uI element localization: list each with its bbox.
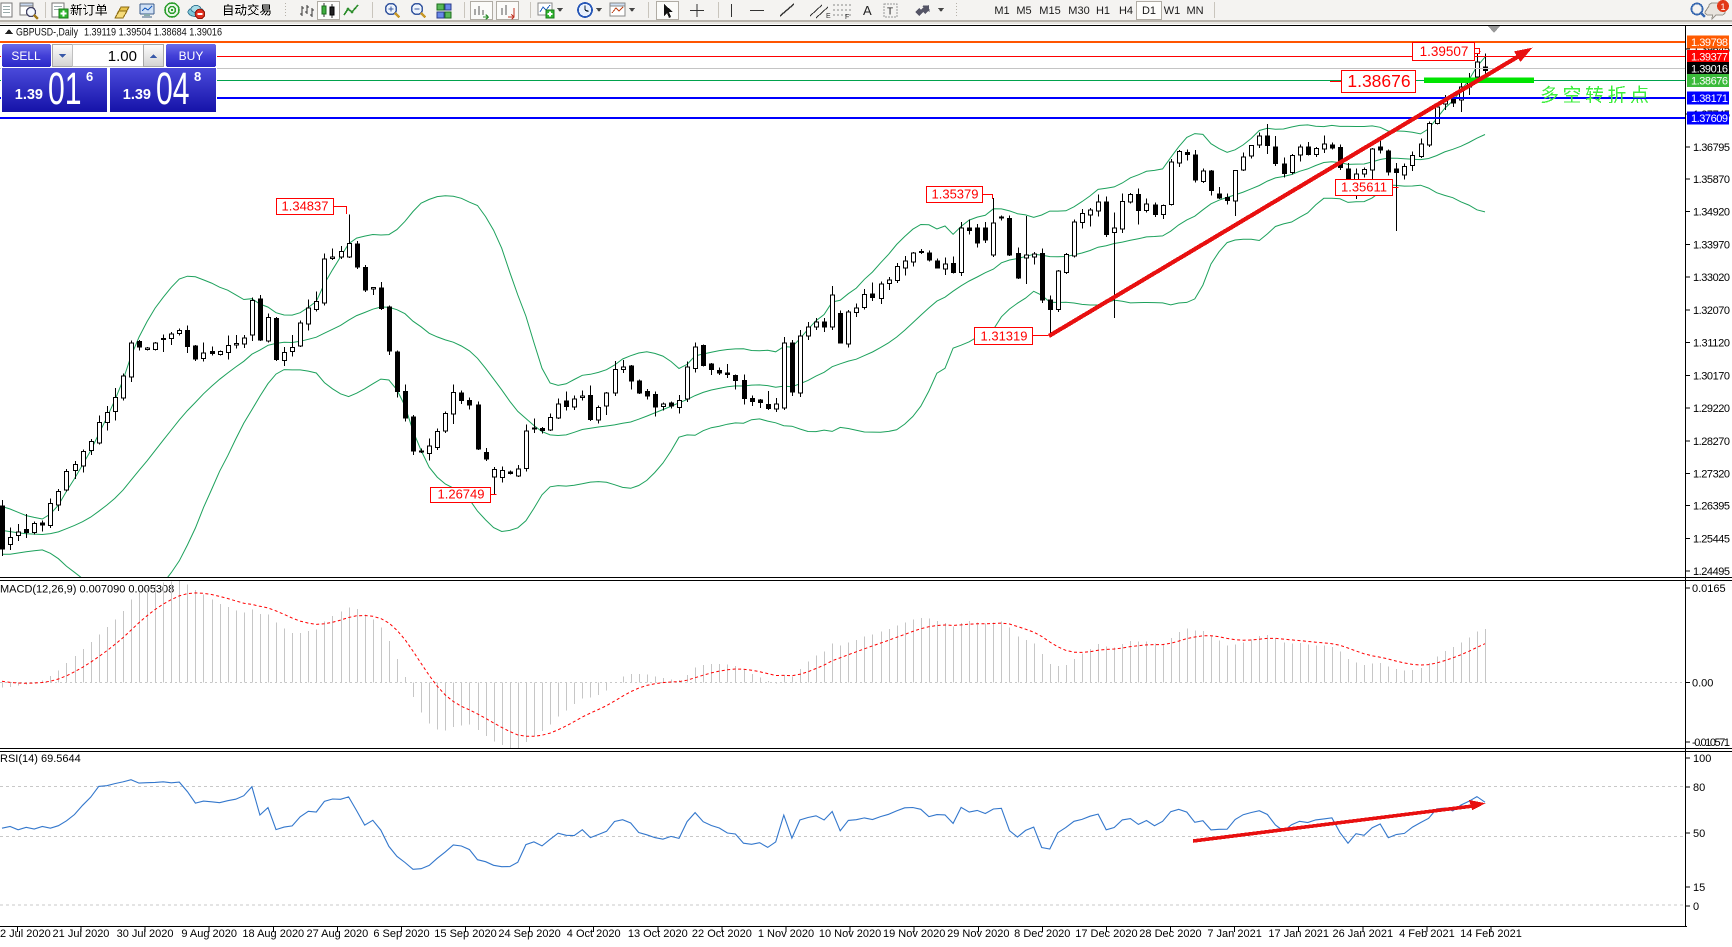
- svg-text:27 Aug 2020: 27 Aug 2020: [307, 928, 369, 940]
- svg-text:1.24495: 1.24495: [1693, 566, 1730, 578]
- svg-text:19 Nov 2020: 19 Nov 2020: [883, 928, 945, 940]
- svg-text:1.39: 1.39: [15, 87, 43, 103]
- svg-text:17 Dec 2020: 17 Dec 2020: [1075, 928, 1137, 940]
- svg-text:H4: H4: [1119, 5, 1133, 17]
- svg-text:1.25445: 1.25445: [1693, 533, 1730, 545]
- svg-text:21 Jul 2020: 21 Jul 2020: [53, 928, 110, 940]
- svg-text:1.36795: 1.36795: [1693, 142, 1730, 154]
- svg-text:1.39: 1.39: [123, 87, 151, 103]
- svg-text:A: A: [863, 3, 872, 18]
- svg-text:1.39798: 1.39798: [1691, 37, 1728, 49]
- svg-text:1.38676: 1.38676: [1691, 76, 1728, 88]
- svg-text:BUY: BUY: [179, 49, 204, 63]
- svg-text:04: 04: [156, 64, 190, 115]
- svg-text:1.35870: 1.35870: [1693, 174, 1730, 186]
- svg-text:1.26395: 1.26395: [1693, 501, 1730, 513]
- svg-text:17 Jan 2021: 17 Jan 2021: [1268, 928, 1329, 940]
- svg-text:1.31319: 1.31319: [981, 328, 1028, 343]
- svg-text:4 Feb 2021: 4 Feb 2021: [1399, 928, 1455, 940]
- svg-text:MACD(12,26,9) 0.007090 0.00530: MACD(12,26,9) 0.007090 0.005308: [0, 584, 174, 596]
- svg-text:M1: M1: [994, 5, 1009, 17]
- svg-text:W1: W1: [1164, 5, 1181, 17]
- svg-text:1.39507: 1.39507: [1420, 44, 1469, 59]
- svg-text:D1: D1: [1142, 5, 1156, 17]
- svg-text:50: 50: [1693, 828, 1705, 840]
- svg-text:1: 1: [1720, 2, 1725, 12]
- svg-text:13 Oct 2020: 13 Oct 2020: [628, 928, 688, 940]
- svg-text:15: 15: [1693, 882, 1705, 894]
- svg-text:M5: M5: [1016, 5, 1031, 17]
- svg-text:1.26749: 1.26749: [438, 486, 485, 501]
- svg-text:26 Jan 2021: 26 Jan 2021: [1333, 928, 1394, 940]
- svg-text:1.29220: 1.29220: [1693, 403, 1730, 415]
- svg-text:80: 80: [1693, 782, 1705, 794]
- svg-text:GBPUSD-,Daily: GBPUSD-,Daily: [16, 27, 78, 39]
- svg-text:-0.010571: -0.010571: [1692, 737, 1730, 749]
- svg-text:M30: M30: [1068, 5, 1089, 17]
- svg-text:M15: M15: [1039, 5, 1060, 17]
- svg-text:1.31120: 1.31120: [1693, 338, 1730, 350]
- svg-text:1.39119 1.39504 1.38684 1.3901: 1.39119 1.39504 1.38684 1.39016: [84, 27, 222, 39]
- svg-text:1.33020: 1.33020: [1693, 272, 1730, 284]
- svg-text:1.35611: 1.35611: [1341, 179, 1387, 194]
- svg-text:1.38676: 1.38676: [1347, 71, 1410, 91]
- svg-text:7 Jan 2021: 7 Jan 2021: [1207, 928, 1261, 940]
- svg-text:8 Dec 2020: 8 Dec 2020: [1014, 928, 1070, 940]
- svg-text:RSI(14) 69.5644: RSI(14) 69.5644: [0, 753, 81, 765]
- svg-text:1.00: 1.00: [108, 48, 137, 65]
- svg-text:6 Sep 2020: 6 Sep 2020: [373, 928, 429, 940]
- svg-text:1.38171: 1.38171: [1691, 93, 1728, 105]
- svg-text:14 Feb 2021: 14 Feb 2021: [1460, 928, 1522, 940]
- svg-text:9 Aug 2020: 9 Aug 2020: [181, 928, 237, 940]
- svg-text:0: 0: [1693, 901, 1699, 913]
- svg-text:H1: H1: [1096, 5, 1110, 17]
- svg-text:1.35379: 1.35379: [932, 186, 979, 201]
- svg-text:22 Oct 2020: 22 Oct 2020: [692, 928, 752, 940]
- svg-text:E: E: [826, 13, 831, 20]
- svg-text:28 Dec 2020: 28 Dec 2020: [1139, 928, 1201, 940]
- svg-text:1.39016: 1.39016: [1691, 64, 1728, 76]
- svg-text:1.28270: 1.28270: [1693, 436, 1730, 448]
- svg-text:4 Oct 2020: 4 Oct 2020: [567, 928, 621, 940]
- svg-text:1.37609: 1.37609: [1691, 113, 1728, 125]
- svg-text:1.39377: 1.39377: [1691, 52, 1728, 64]
- svg-text:18 Aug 2020: 18 Aug 2020: [242, 928, 304, 940]
- svg-text:01: 01: [48, 64, 82, 115]
- svg-text:100: 100: [1693, 753, 1711, 765]
- svg-text:24 Sep 2020: 24 Sep 2020: [498, 928, 560, 940]
- svg-text:2 Jul 2020: 2 Jul 2020: [0, 928, 51, 940]
- svg-text:F: F: [845, 14, 849, 21]
- svg-text:29 Nov 2020: 29 Nov 2020: [947, 928, 1009, 940]
- svg-text:1.32070: 1.32070: [1693, 305, 1730, 317]
- svg-text:1.27320: 1.27320: [1693, 469, 1730, 481]
- svg-text:15 Sep 2020: 15 Sep 2020: [434, 928, 496, 940]
- svg-text:30 Jul 2020: 30 Jul 2020: [117, 928, 174, 940]
- svg-text:1 Nov 2020: 1 Nov 2020: [758, 928, 814, 940]
- svg-text:1.34837: 1.34837: [282, 198, 329, 213]
- svg-text:1.30170: 1.30170: [1693, 370, 1730, 382]
- svg-text:6: 6: [86, 69, 93, 84]
- svg-text:8: 8: [194, 69, 201, 84]
- svg-text:SELL: SELL: [11, 49, 41, 63]
- svg-text:0.00: 0.00: [1692, 678, 1713, 690]
- svg-text:10 Nov 2020: 10 Nov 2020: [819, 928, 881, 940]
- svg-text:0.0165: 0.0165: [1692, 583, 1726, 595]
- svg-text:1.34920: 1.34920: [1693, 207, 1730, 219]
- svg-text:MN: MN: [1186, 5, 1203, 17]
- svg-text:1.33970: 1.33970: [1693, 239, 1730, 251]
- svg-text:T: T: [887, 7, 893, 18]
